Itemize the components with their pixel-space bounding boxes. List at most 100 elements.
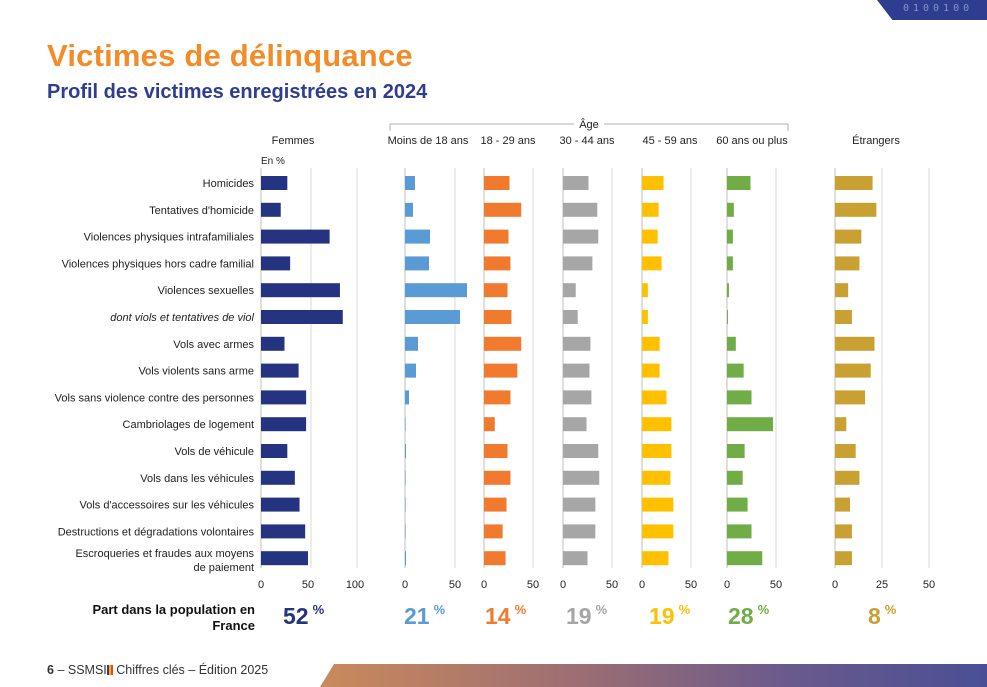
bar-2-3	[484, 256, 511, 271]
bar-5-3	[727, 256, 733, 271]
bar-4-8	[642, 390, 667, 405]
bar-1-7	[405, 363, 416, 378]
population-share-value-1: 21	[404, 603, 430, 629]
percent-sign-4: %	[678, 602, 691, 617]
bar-5-14	[727, 551, 763, 566]
bar-5-9	[727, 417, 774, 432]
bar-1-12	[405, 497, 406, 512]
percent-sign-2: %	[514, 602, 527, 617]
population-share-value-0: 52	[283, 603, 309, 629]
population-share-value-6: 8	[868, 603, 881, 629]
bar-6-5	[835, 310, 852, 324]
bar-2-11	[484, 470, 511, 485]
bar-3-11	[563, 470, 600, 485]
bar-5-2	[727, 229, 733, 244]
series-header-3: 30 - 44 ans	[559, 135, 615, 147]
series-header-1: Moins de 18 ans	[388, 135, 469, 147]
population-share-6: 8%	[868, 602, 896, 630]
bar-0-11	[261, 470, 295, 485]
population-share-value-4: 19	[649, 603, 675, 629]
tick-label-0-2: 100	[346, 579, 364, 591]
population-share-5: 28%	[728, 602, 769, 630]
footer-flag-icon	[106, 663, 113, 677]
bar-0-3	[261, 256, 291, 271]
page-subtitle: Profil des victimes enregistrées en 2024	[47, 81, 428, 103]
bar-3-14	[563, 551, 588, 566]
bar-2-6	[484, 336, 522, 351]
bar-0-6	[261, 336, 285, 351]
population-share-value-2: 14	[485, 603, 511, 629]
tick-label-0-1: 50	[302, 579, 314, 591]
category-label-14-line2: de paiement	[193, 562, 254, 574]
bar-5-4	[727, 283, 729, 298]
bar-3-1	[563, 202, 598, 217]
bar-1-0	[405, 176, 415, 190]
bar-0-0	[261, 176, 288, 190]
bar-3-3	[563, 256, 593, 271]
series-header-0: Femmes	[272, 135, 315, 147]
bar-0-12	[261, 497, 300, 512]
bar-3-6	[563, 336, 591, 351]
bar-6-3	[835, 256, 860, 271]
bar-2-13	[484, 524, 503, 539]
bar-1-8	[405, 390, 409, 405]
category-label-2: Violences physiques intrafamiliales	[84, 232, 255, 244]
tick-label-5-1: 50	[770, 579, 782, 591]
bar-6-11	[835, 470, 860, 485]
tick-label-2-1: 50	[527, 579, 539, 591]
bar-2-9	[484, 417, 495, 432]
population-share-1: 21%	[404, 602, 445, 630]
bar-2-0	[484, 176, 510, 190]
bar-4-7	[642, 363, 660, 378]
bar-4-11	[642, 470, 671, 485]
unit-label: En %	[261, 156, 285, 167]
bar-1-2	[405, 229, 430, 244]
category-label-3: Violences physiques hors cadre familial	[62, 258, 254, 270]
bar-4-12	[642, 497, 674, 512]
bar-5-1	[727, 202, 734, 217]
bar-0-1	[261, 202, 281, 217]
bar-1-13	[405, 524, 406, 539]
bar-5-0	[727, 176, 751, 190]
bar-4-0	[642, 176, 664, 190]
bar-4-6	[642, 336, 660, 351]
bar-0-14	[261, 551, 308, 566]
category-label-7: Vols violents sans arme	[138, 366, 254, 378]
victim-profile-chart: Homicides Tentatives d'homicide Violences …	[55, 117, 935, 591]
bar-4-10	[642, 444, 672, 458]
bar-2-8	[484, 390, 511, 405]
series-header-4: 45 - 59 ans	[642, 135, 698, 147]
tick-label-1-1: 50	[449, 579, 461, 591]
bar-6-14	[835, 551, 852, 566]
tick-label-3-1: 50	[606, 579, 618, 591]
population-share-3: 19%	[566, 602, 607, 630]
percent-sign-1: %	[433, 602, 446, 617]
percent-sign-5: %	[757, 602, 770, 617]
bar-0-9	[261, 417, 307, 432]
bar-0-13	[261, 524, 306, 539]
category-label-10: Vols de véhicule	[175, 446, 255, 458]
tick-label-6-0: 0	[832, 579, 838, 591]
category-label-12: Vols d'accessoires sur les véhicules	[79, 500, 254, 512]
bar-6-13	[835, 524, 852, 539]
bar-1-3	[405, 256, 429, 271]
bar-6-6	[835, 336, 875, 351]
tick-label-6-1: 25	[876, 579, 888, 591]
category-label-8: Vols sans violence contre des personnes	[55, 392, 255, 404]
bar-5-8	[727, 390, 752, 405]
footer-page-number: 6	[47, 663, 54, 677]
bar-0-8	[261, 390, 307, 405]
category-label-6: Vols avec armes	[173, 339, 254, 351]
bar-6-12	[835, 497, 851, 512]
bar-2-5	[484, 310, 512, 324]
footer-source: – SSMSI	[57, 663, 107, 677]
series-header-6: Étrangers	[852, 134, 900, 147]
population-share-4: 19%	[649, 602, 690, 630]
bar-6-2	[835, 229, 862, 244]
footer-gradient-bar	[320, 664, 987, 687]
bar-2-1	[484, 202, 522, 217]
series-header-2: 18 - 29 ans	[480, 135, 536, 147]
bar-3-10	[563, 444, 599, 458]
bar-3-2	[563, 229, 599, 244]
bar-4-3	[642, 256, 662, 271]
